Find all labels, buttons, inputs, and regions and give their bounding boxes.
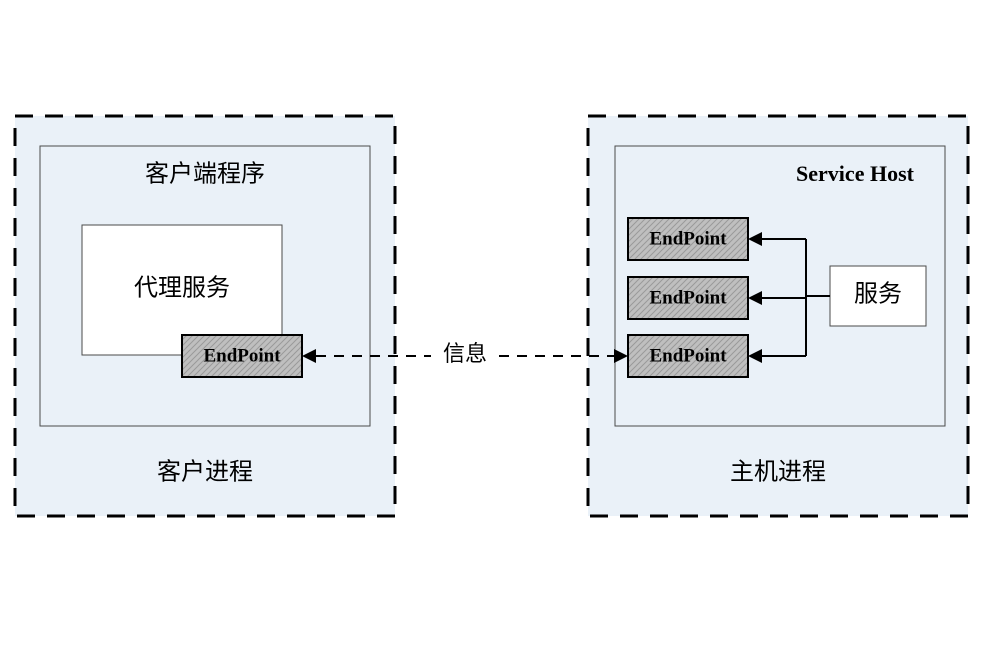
message-label: 信息 xyxy=(443,341,487,366)
diagram-canvas: 客户端程序代理服务 EndPoint 客户进程 Service Host EndPoin… xyxy=(0,0,994,663)
client-process-label: 客户进程 xyxy=(157,459,253,486)
client-program-label: 客户端程序 xyxy=(145,161,265,188)
host-endpoint-label-2: EndPoint xyxy=(649,345,727,366)
host-process-label: 主机进程 xyxy=(730,459,826,486)
service-host-label: Service Host xyxy=(796,161,915,186)
host-endpoint-label-0: EndPoint xyxy=(649,228,727,249)
proxy-service-label: 代理服务 xyxy=(134,275,230,302)
host-endpoint-label-1: EndPoint xyxy=(649,287,727,308)
service-label: 服务 xyxy=(854,281,902,308)
client-endpoint-label: EndPoint xyxy=(203,345,281,366)
